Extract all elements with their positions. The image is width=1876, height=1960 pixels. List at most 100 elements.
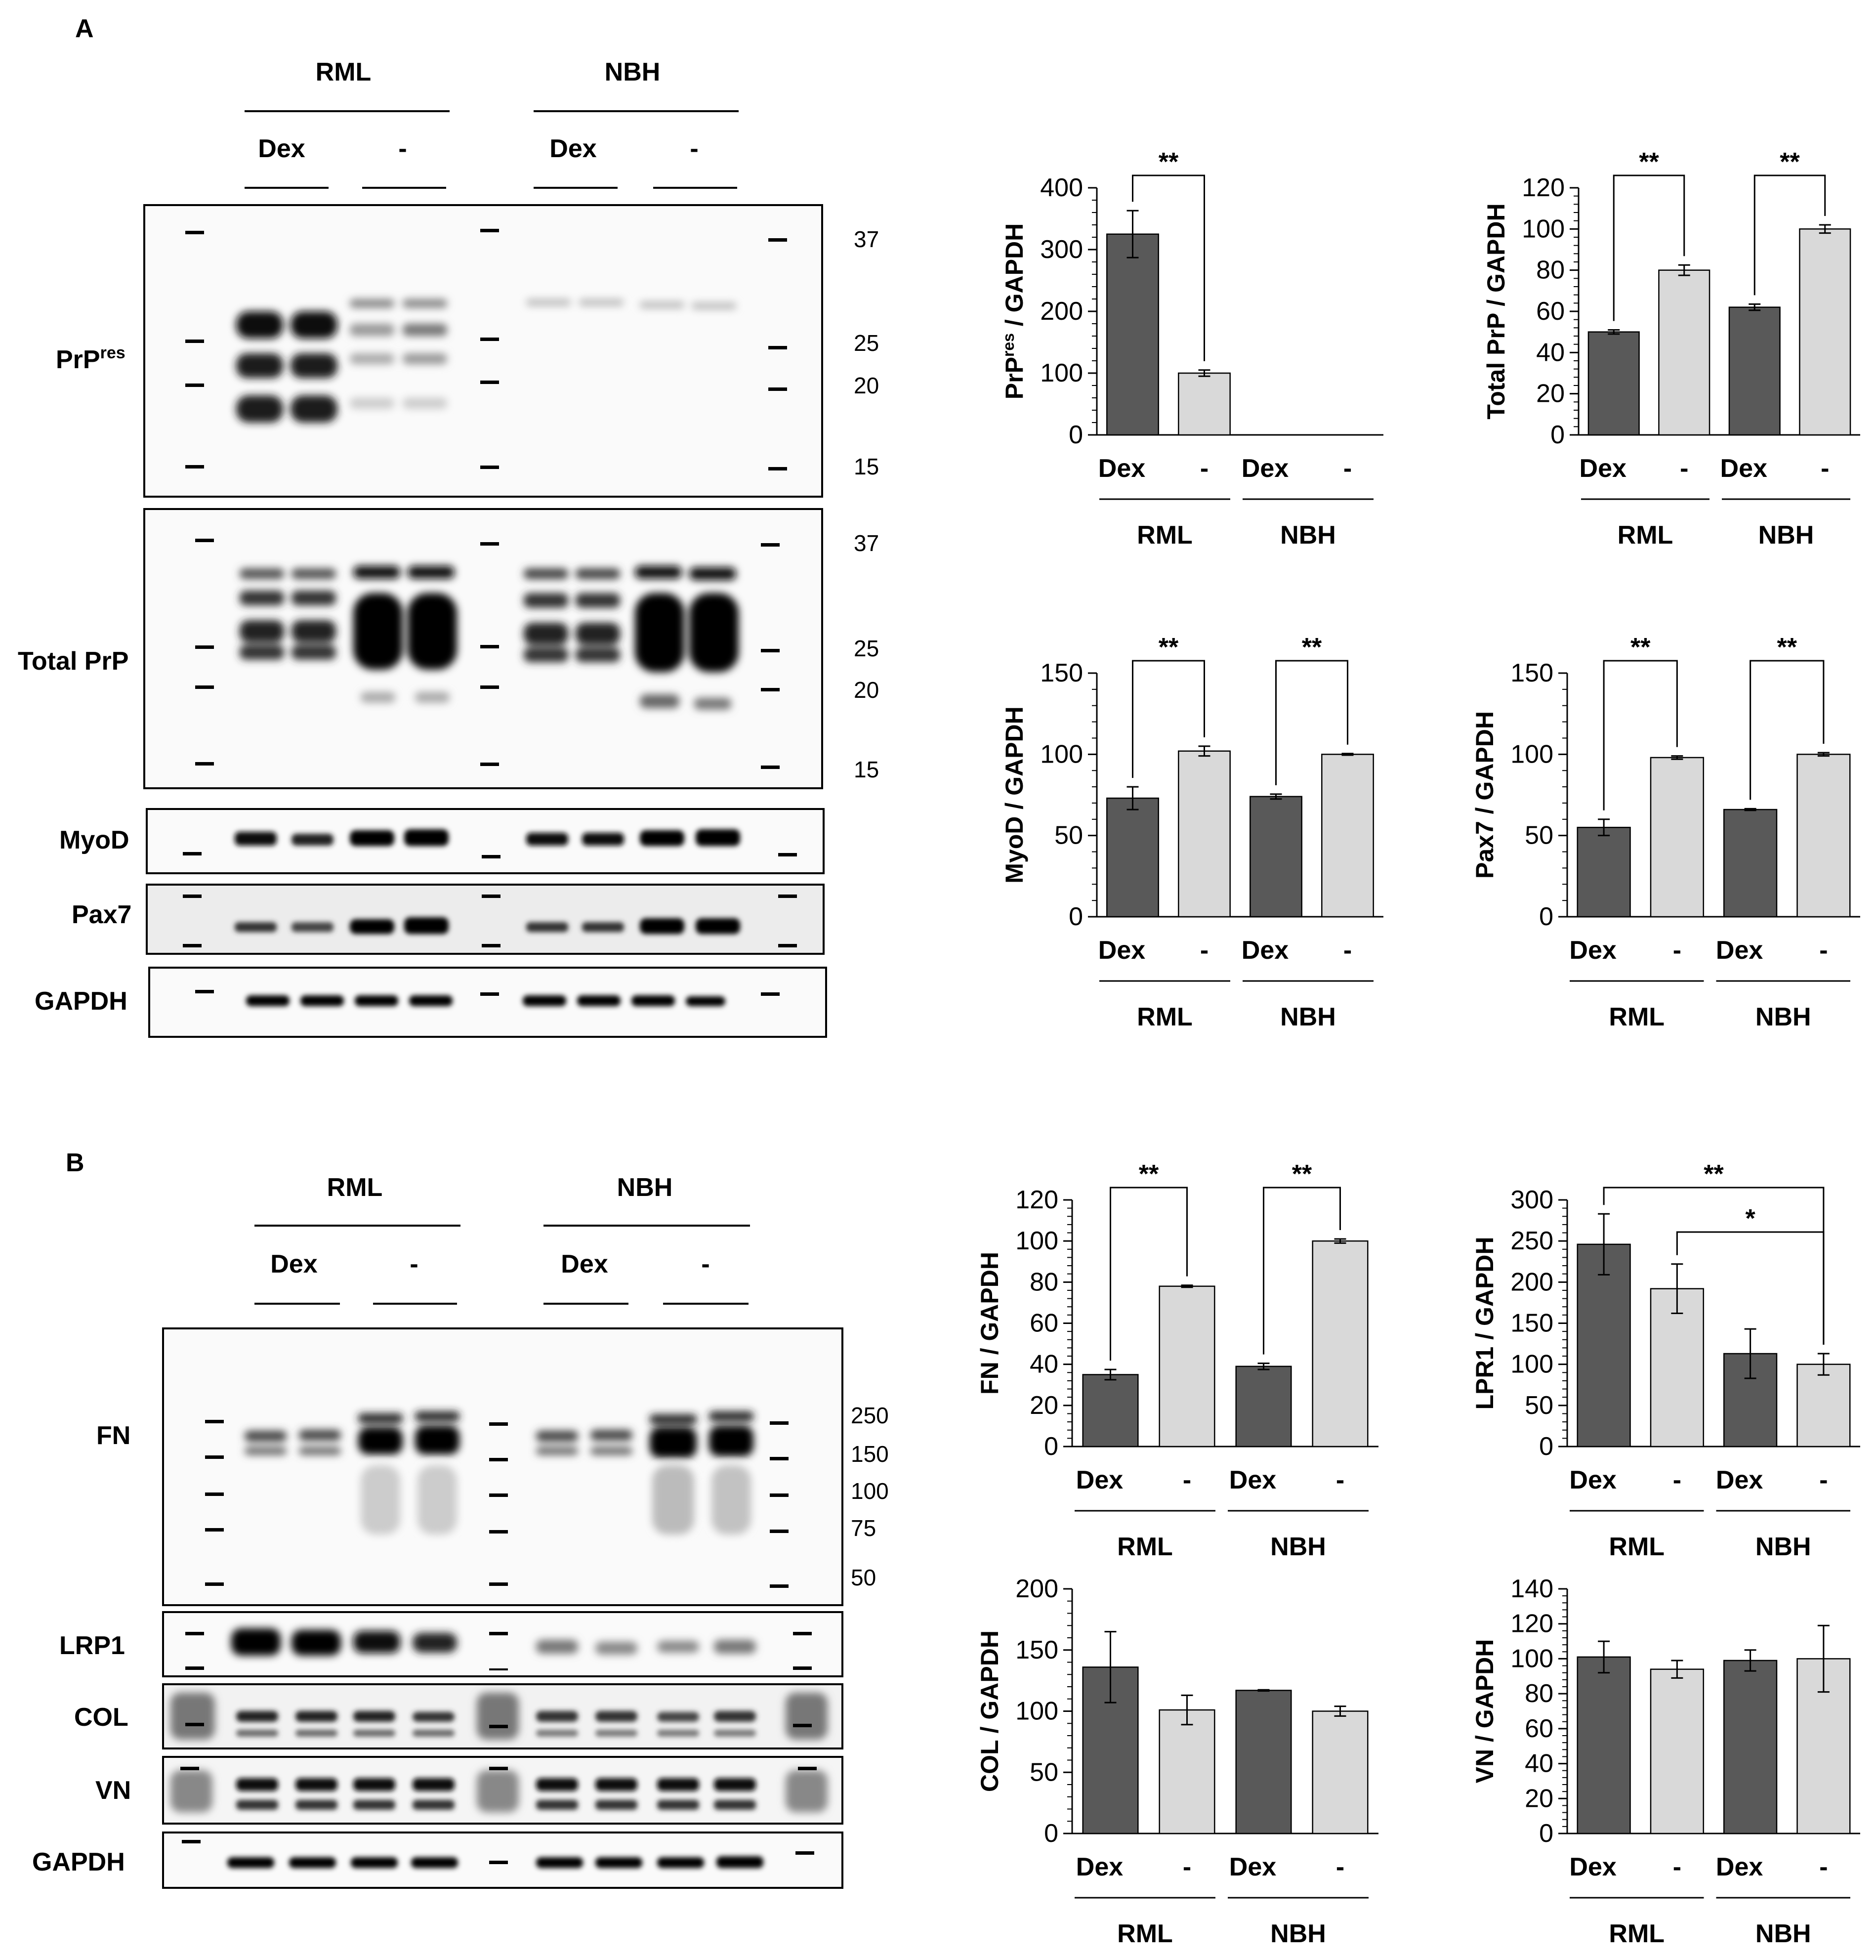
y-tick-label: 100 xyxy=(1015,1697,1058,1726)
group-label: RML xyxy=(1609,1919,1665,1948)
y-tick-label: 80 xyxy=(1030,1268,1058,1296)
mw-markers: 37 25 20 15 xyxy=(854,530,879,782)
y-axis-label: PrPres / GAPDH xyxy=(1000,223,1028,399)
blot-label: GAPDH xyxy=(32,1848,125,1876)
x-tick-label: - xyxy=(1343,454,1352,483)
bar xyxy=(1799,228,1851,436)
significance-bracket xyxy=(1132,660,1205,778)
x-tick-label: - xyxy=(1183,1853,1191,1881)
significance-label: ** xyxy=(1704,1160,1724,1189)
y-tick-label: 50 xyxy=(1525,821,1553,850)
bar xyxy=(1650,1288,1704,1448)
x-tick-label: - xyxy=(1343,936,1352,965)
blot-label: Total PrP xyxy=(18,647,128,676)
bar xyxy=(1178,750,1231,918)
y-tick-label: 150 xyxy=(1015,1636,1058,1664)
blot-gapdh: GAPDH xyxy=(35,967,827,1038)
y-tick-label: 50 xyxy=(1054,821,1083,850)
bar xyxy=(1577,1243,1631,1448)
y-tick-label: 100 xyxy=(1510,740,1553,768)
bar xyxy=(1587,331,1640,436)
group-label: NBH xyxy=(1270,1919,1326,1948)
y-tick-label: 0 xyxy=(1550,421,1565,449)
svg-text:15: 15 xyxy=(854,454,879,479)
y-tick-label: 80 xyxy=(1525,1679,1553,1708)
bar-chart: 0 50 100 150 200 250 300 LPR1 / GAPDH Dex - Dex - RM… xyxy=(1471,1160,1860,1561)
y-tick-label: 40 xyxy=(1536,338,1565,367)
svg-text:50: 50 xyxy=(851,1565,876,1590)
y-axis-label: VN / GAPDH xyxy=(1471,1639,1499,1784)
bar xyxy=(1159,1285,1215,1448)
y-tick-label: 100 xyxy=(1040,359,1083,387)
x-tick-label: - xyxy=(1819,936,1828,965)
group-label: RML xyxy=(1117,1919,1173,1948)
group-label: RML xyxy=(1618,521,1673,550)
significance-bracket xyxy=(1263,1187,1341,1355)
y-tick-label: 60 xyxy=(1536,297,1565,326)
x-tick-label: - xyxy=(1673,1466,1681,1494)
y-tick-label: 40 xyxy=(1030,1350,1058,1379)
y-tick-label: 150 xyxy=(1510,1309,1553,1338)
group-label: NBH xyxy=(1755,1533,1811,1561)
y-tick-label: 250 xyxy=(1510,1227,1553,1255)
bar-chart: 0 50 100 150 200 COL / GAPDH Dex - Dex - RML NBH xyxy=(976,1575,1378,1948)
x-tick-label: Dex xyxy=(1242,936,1289,965)
y-axis-label: Total PrP / GAPDH xyxy=(1482,203,1510,419)
x-tick-label: Dex xyxy=(1569,936,1616,965)
significance-label: ** xyxy=(1159,148,1179,176)
svg-text:37: 37 xyxy=(854,530,879,556)
y-tick-label: 120 xyxy=(1015,1186,1058,1214)
group-label-nbh: NBH xyxy=(605,58,661,86)
y-tick-label: 100 xyxy=(1522,214,1565,243)
svg-text:25: 25 xyxy=(854,636,879,661)
bar xyxy=(1178,372,1231,436)
bar xyxy=(1796,754,1851,918)
x-tick-label: - xyxy=(1673,1853,1681,1881)
blot-vn: VN xyxy=(95,1756,843,1825)
y-axis-label: MyoD / GAPDH xyxy=(1001,706,1028,883)
bar-chart: 0 50 100 150 Pax7 / GAPDH Dex - Dex - RML NBH ** ** xyxy=(1471,633,1860,1031)
y-tick-label: 0 xyxy=(1044,1432,1058,1461)
group-label-rml: RML xyxy=(327,1173,383,1202)
svg-text:250: 250 xyxy=(851,1403,889,1428)
bar xyxy=(1658,269,1710,436)
svg-text:20: 20 xyxy=(854,373,879,398)
x-tick-label: Dex xyxy=(1569,1466,1616,1494)
group-label: RML xyxy=(1137,1003,1193,1031)
bar xyxy=(1650,757,1704,918)
blot-label: LRP1 xyxy=(59,1631,125,1660)
treatment-label-control: - xyxy=(701,1250,709,1278)
x-tick-label: Dex xyxy=(1098,936,1145,965)
blot-label: FN xyxy=(96,1421,130,1450)
x-tick-label: - xyxy=(1680,454,1688,483)
y-tick-label: 0 xyxy=(1539,902,1553,931)
x-tick-label: Dex xyxy=(1076,1853,1123,1881)
bar xyxy=(1106,233,1159,436)
y-tick-label: 20 xyxy=(1525,1784,1553,1813)
group-label: NBH xyxy=(1270,1533,1326,1561)
y-tick-label: 0 xyxy=(1044,1819,1058,1848)
bar xyxy=(1082,1374,1139,1448)
svg-text:75: 75 xyxy=(851,1515,876,1541)
significance-label: ** xyxy=(1159,633,1179,662)
bar xyxy=(1728,306,1781,436)
x-tick-label: - xyxy=(1336,1466,1344,1494)
y-tick-label: 50 xyxy=(1030,1758,1058,1787)
svg-text:100: 100 xyxy=(851,1478,889,1504)
bar-chart: 0 50 100 150 MyoD / GAPDH Dex - Dex - RML NBH ** ** xyxy=(1001,633,1383,1031)
y-tick-label: 0 xyxy=(1539,1432,1553,1461)
svg-text:150: 150 xyxy=(851,1441,889,1467)
bar xyxy=(1106,797,1159,918)
bar xyxy=(1796,1363,1851,1448)
y-tick-label: 120 xyxy=(1510,1610,1553,1638)
blot-lrp1: LRP1 xyxy=(59,1611,843,1677)
blot-prpres: PrPres 37 25 20 15 xyxy=(56,204,879,498)
bar xyxy=(1312,1240,1369,1448)
panel-a-lane-header: RML NBH Dex - Dex - xyxy=(245,58,739,189)
group-label: RML xyxy=(1117,1533,1173,1561)
group-label: NBH xyxy=(1755,1003,1811,1031)
group-label: NBH xyxy=(1758,521,1814,550)
treatment-label-dex: Dex xyxy=(270,1250,317,1278)
y-tick-label: 60 xyxy=(1030,1309,1058,1338)
